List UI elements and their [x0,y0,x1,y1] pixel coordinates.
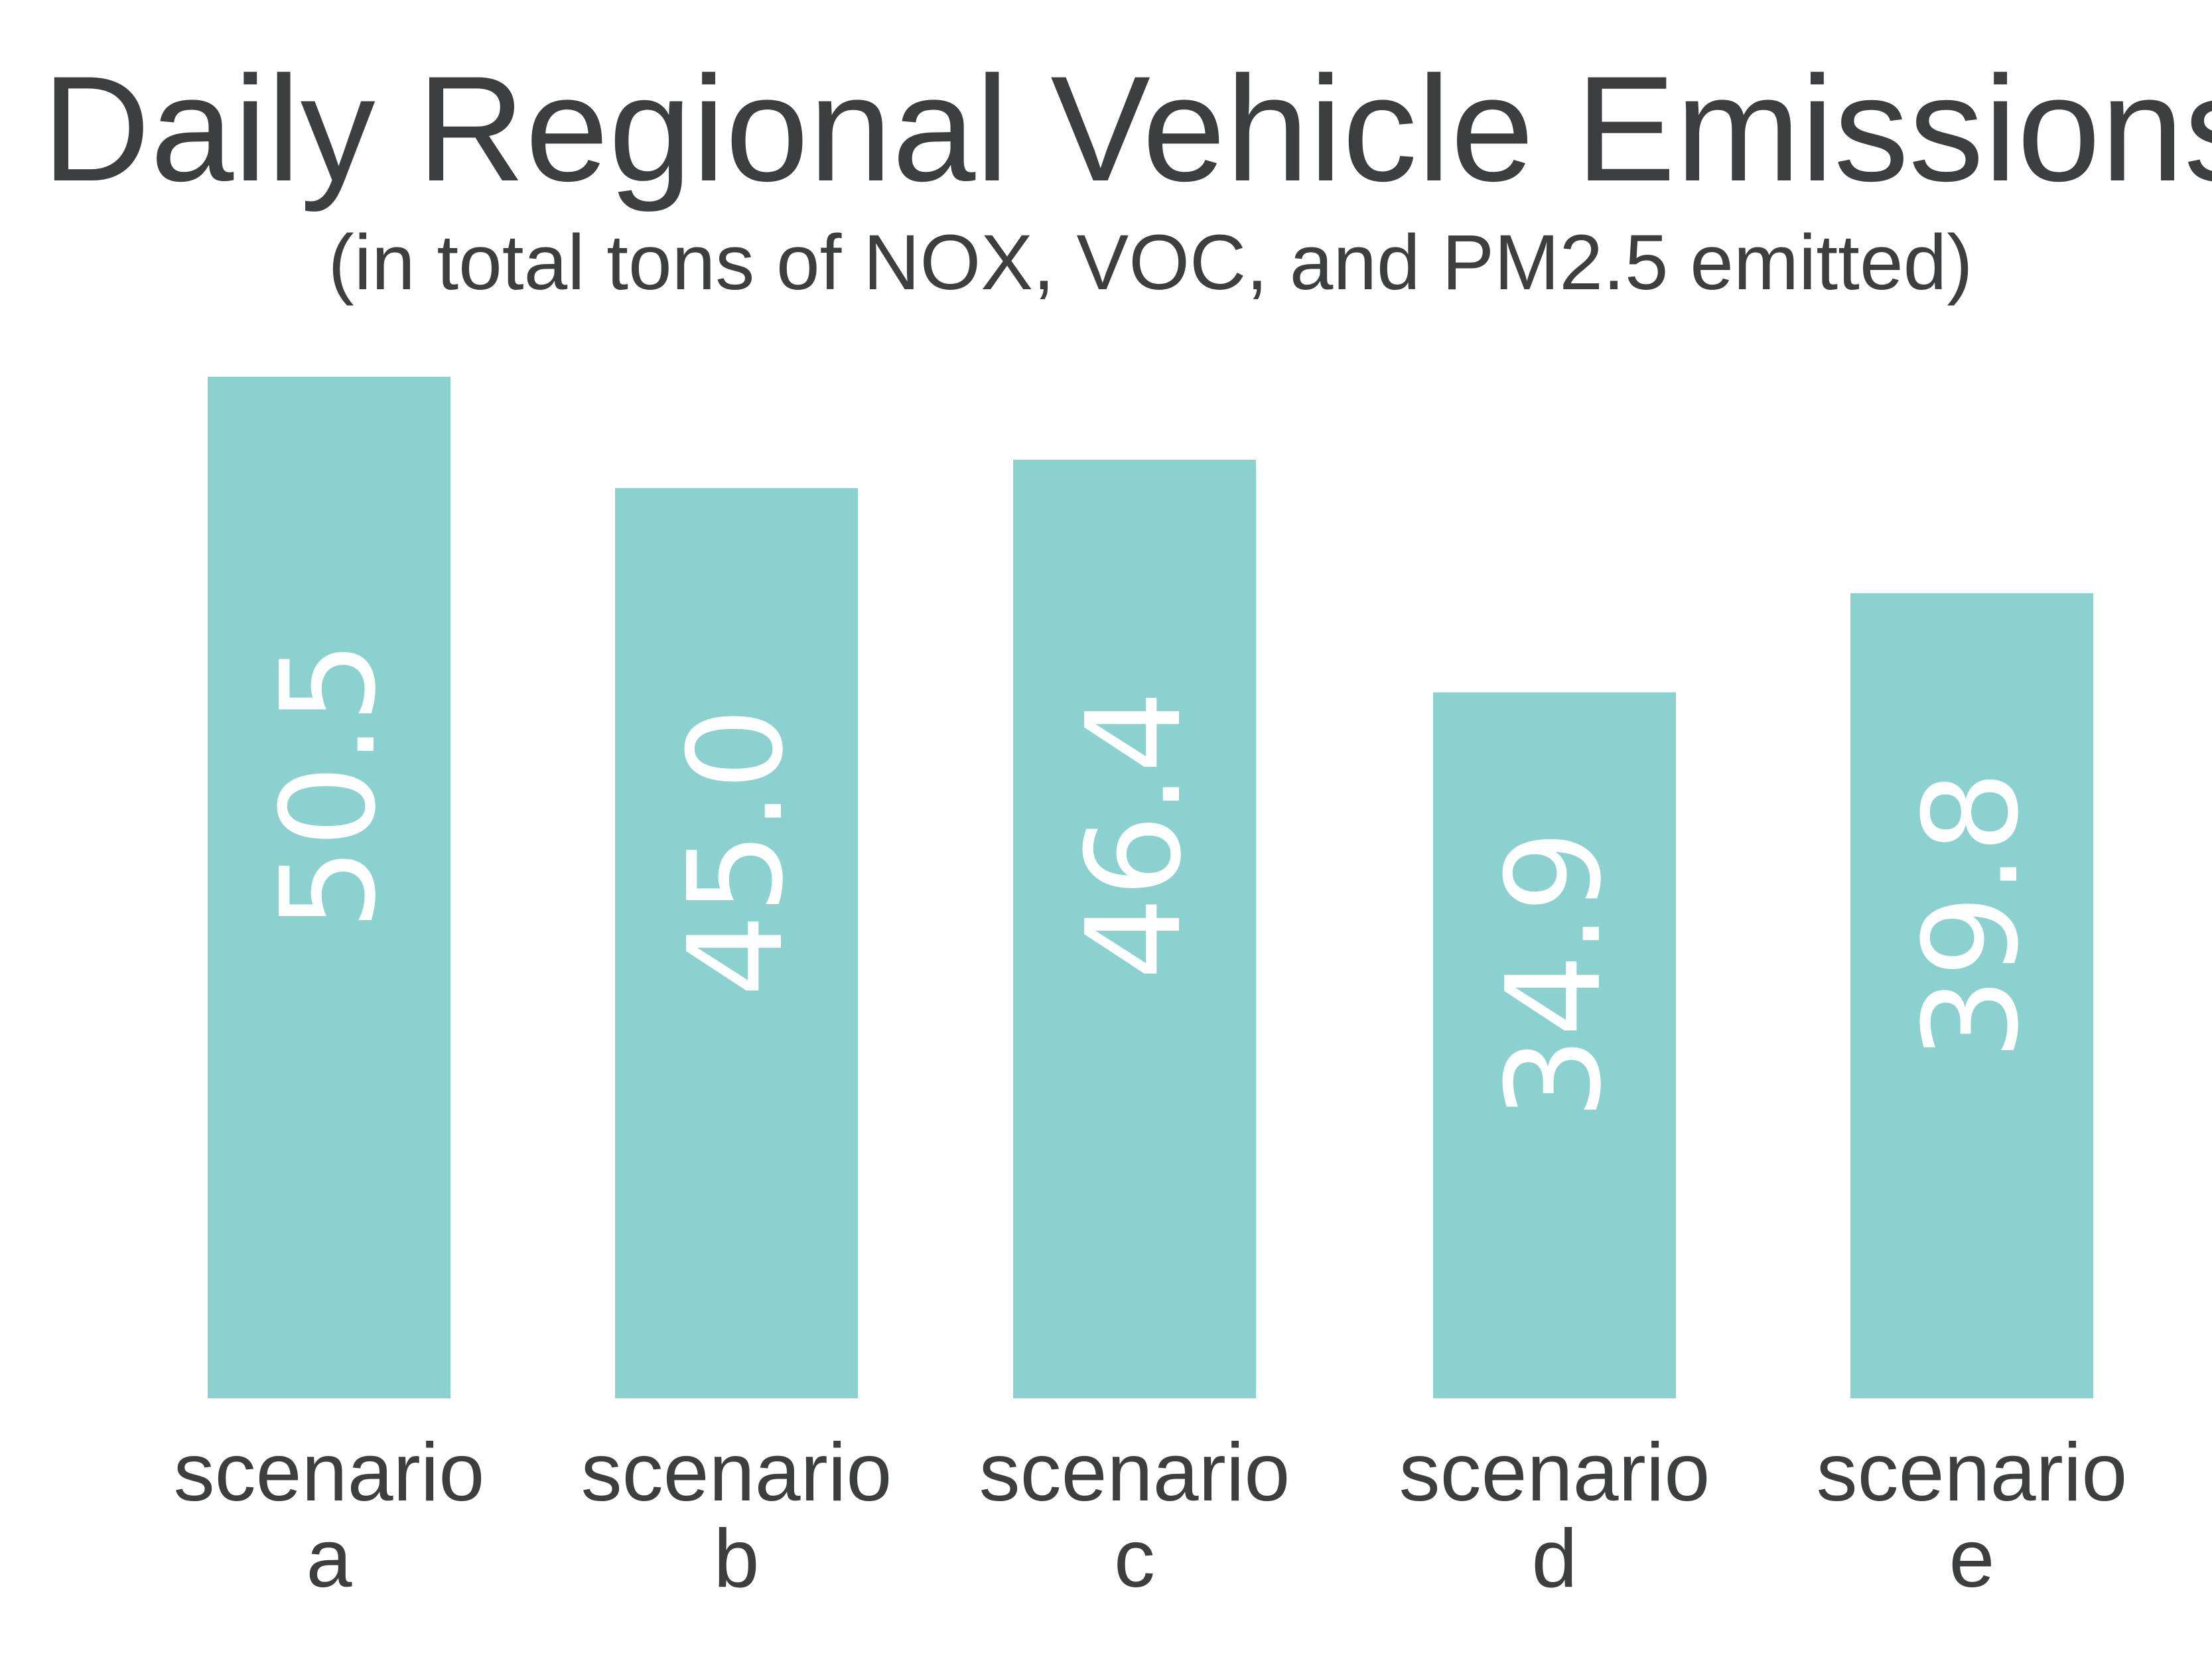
category-label-line-2: e [1949,1513,1995,1605]
category-label-b: scenario b [581,1427,892,1605]
category-label-line-1: scenario [1399,1427,1710,1518]
bar-value-label-d: 34.9 [1479,830,1630,1119]
bar-value-label-a: 50.5 [253,641,405,930]
bar-value-label-e: 39.8 [1896,771,2047,1060]
bar-value-label-c: 46.4 [1059,691,1210,980]
category-label-c: scenario c [979,1427,1290,1605]
category-label-d: scenario d [1399,1427,1710,1605]
category-label-line-2: d [1532,1513,1578,1605]
chart-title: Daily Regional Vehicle Emissions [42,44,2212,212]
category-label-line-2: a [307,1513,352,1605]
category-label-a: scenario a [174,1427,485,1605]
bar-value-label-b: 45.0 [661,707,812,996]
chart-subtitle: (in total tons of NOX, VOC, and PM2.5 em… [328,219,1972,306]
bar-c [1013,460,1256,1398]
category-label-e: scenario e [1817,1427,2128,1605]
bar-d [1433,692,1676,1398]
bar-e [1850,593,2093,1398]
category-label-line-1: scenario [581,1427,892,1518]
category-label-line-1: scenario [1817,1427,2128,1518]
category-label-line-2: b [714,1513,760,1605]
category-label-line-2: c [1114,1513,1155,1605]
bars-group: 50.5 45.0 46.4 34.9 39.8 [208,377,2093,1398]
category-label-line-1: scenario [174,1427,485,1518]
bar-b [615,488,858,1398]
bar-a [208,377,450,1398]
category-label-line-1: scenario [979,1427,1290,1518]
